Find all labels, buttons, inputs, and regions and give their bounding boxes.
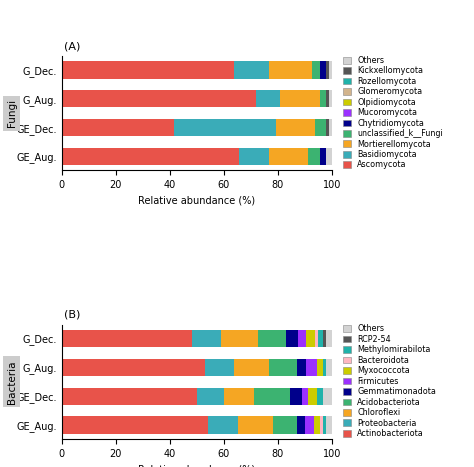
Bar bbox=[320, 148, 326, 165]
Bar bbox=[315, 330, 318, 347]
Bar bbox=[326, 330, 332, 347]
Bar bbox=[315, 119, 326, 136]
Bar bbox=[306, 330, 315, 347]
Bar bbox=[269, 61, 312, 78]
Text: (B): (B) bbox=[64, 310, 81, 320]
Bar bbox=[258, 330, 286, 347]
Bar bbox=[302, 388, 308, 405]
Bar bbox=[62, 330, 192, 347]
Bar bbox=[323, 359, 326, 376]
Bar bbox=[286, 330, 298, 347]
Bar bbox=[224, 388, 254, 405]
Text: (A): (A) bbox=[64, 42, 81, 51]
Bar bbox=[280, 90, 320, 107]
Bar bbox=[221, 330, 258, 347]
Bar bbox=[269, 359, 297, 376]
Bar bbox=[314, 417, 320, 434]
Bar bbox=[62, 388, 197, 405]
Bar bbox=[323, 330, 326, 347]
Bar bbox=[256, 90, 280, 107]
Bar bbox=[323, 388, 332, 405]
Bar bbox=[298, 330, 306, 347]
Bar bbox=[305, 417, 314, 434]
Bar bbox=[239, 148, 269, 165]
Bar bbox=[234, 359, 269, 376]
Bar bbox=[308, 388, 317, 405]
Bar bbox=[62, 359, 205, 376]
Bar bbox=[326, 148, 332, 165]
Bar bbox=[192, 330, 221, 347]
Bar bbox=[326, 359, 332, 376]
Bar bbox=[238, 417, 273, 434]
Bar bbox=[329, 90, 332, 107]
Bar bbox=[205, 359, 234, 376]
Legend: Others, Kickxellomycota, Rozellomycota, Glomeromycota, Olpidiomycota, Mucoromyco: Others, Kickxellomycota, Rozellomycota, … bbox=[341, 54, 445, 171]
Text: Bacteria: Bacteria bbox=[7, 360, 17, 403]
Bar bbox=[197, 388, 224, 405]
Bar bbox=[326, 119, 329, 136]
Bar bbox=[297, 359, 306, 376]
Bar bbox=[62, 119, 174, 136]
X-axis label: Relative abundance (%): Relative abundance (%) bbox=[138, 196, 255, 206]
Bar bbox=[326, 90, 329, 107]
Bar bbox=[323, 417, 326, 434]
Bar bbox=[326, 417, 332, 434]
Bar bbox=[62, 417, 209, 434]
Bar bbox=[290, 388, 302, 405]
Bar bbox=[326, 61, 329, 78]
Bar bbox=[209, 417, 238, 434]
Bar bbox=[329, 61, 332, 78]
Bar bbox=[174, 119, 275, 136]
Bar bbox=[275, 119, 315, 136]
Bar bbox=[318, 359, 323, 376]
Bar bbox=[254, 388, 290, 405]
Bar bbox=[320, 90, 326, 107]
Bar bbox=[308, 148, 320, 165]
Bar bbox=[312, 61, 320, 78]
Bar bbox=[62, 90, 256, 107]
Bar bbox=[306, 359, 318, 376]
Text: Fungi: Fungi bbox=[7, 99, 17, 127]
Bar bbox=[320, 417, 323, 434]
Bar bbox=[269, 148, 308, 165]
Bar bbox=[273, 417, 297, 434]
Bar bbox=[62, 61, 234, 78]
Bar bbox=[318, 330, 323, 347]
Bar bbox=[62, 148, 239, 165]
X-axis label: Relative abundance (%): Relative abundance (%) bbox=[138, 464, 255, 467]
Bar bbox=[329, 119, 332, 136]
Bar bbox=[297, 417, 305, 434]
Bar bbox=[234, 61, 269, 78]
Legend: Others, RCP2-54, Methylomirabilota, Bacteroidota, Myxococcota, Firmicutes, Gemma: Others, RCP2-54, Methylomirabilota, Bact… bbox=[341, 323, 438, 439]
Bar bbox=[320, 61, 326, 78]
Bar bbox=[317, 388, 323, 405]
